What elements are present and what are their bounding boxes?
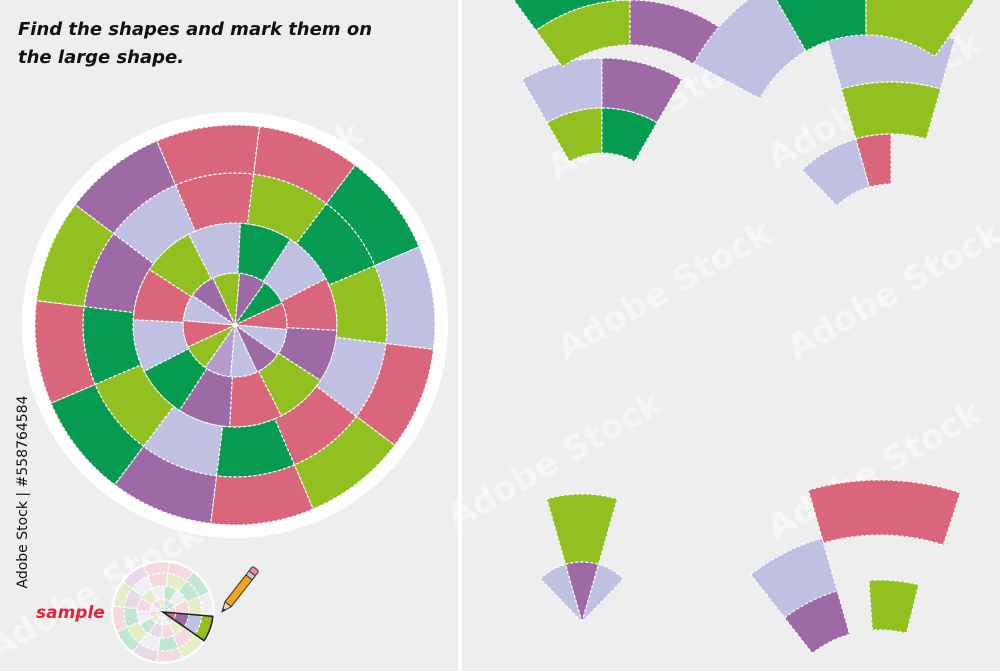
watermark-text: Adobe Stock (781, 212, 1000, 367)
piece-cell (539, 563, 583, 623)
wheel-segment (209, 464, 314, 526)
sample-outline (160, 610, 214, 642)
piece-cell (783, 590, 851, 655)
sample-segment (154, 609, 164, 626)
piece-cell (807, 479, 962, 546)
piece-1 (521, 57, 683, 163)
piece-cell (775, 0, 867, 52)
piece-cell (601, 107, 658, 163)
wheel-segment (35, 203, 115, 308)
wheel-segment (94, 364, 175, 448)
piece-cell (840, 81, 942, 140)
piece-cell (629, 0, 721, 66)
wheel-segment (374, 246, 436, 351)
wheel-segment (277, 327, 338, 382)
piece-3 (513, 0, 721, 68)
puzzle-pieces (513, 0, 976, 655)
piece-cell (865, 0, 976, 58)
piece-cell (693, 0, 807, 100)
sample-segment (162, 598, 172, 615)
instruction-title: Find the shapes and mark them on the lar… (18, 19, 373, 68)
wheel-segment (174, 172, 255, 232)
page-divider (458, 0, 462, 671)
piece-cell (854, 133, 892, 188)
large-shape (22, 112, 448, 538)
wheel-segment (82, 305, 142, 386)
wheel-segment (237, 222, 292, 283)
wheel-segment (252, 125, 357, 205)
wheel-segment (274, 385, 358, 466)
wheel-segment (257, 352, 322, 417)
piece-cell (581, 563, 625, 623)
wheel-segment (113, 445, 218, 525)
sample-segment (136, 597, 153, 612)
piece-5 (539, 493, 625, 625)
sample-segment (156, 598, 165, 615)
sample-wheel (111, 560, 215, 664)
wheel-segment (325, 164, 420, 267)
wheel-segment (143, 347, 208, 412)
wheel-segment (132, 268, 193, 323)
watermark-text: Adobe Stock (551, 212, 780, 367)
wheel-segment (178, 367, 233, 428)
wheel-segment (295, 202, 376, 286)
piece-4 (693, 0, 976, 100)
pencil-icon (221, 566, 259, 614)
wheel-segment (34, 299, 96, 404)
sample-segment (150, 585, 165, 602)
piece-cell (513, 0, 631, 32)
sample-segment (136, 610, 153, 625)
piece-cell (564, 561, 600, 625)
piece-cell (521, 57, 603, 124)
piece-cell (868, 579, 920, 634)
wheel-segment (50, 383, 145, 486)
wheel-segment (156, 124, 261, 186)
wheel-segment (293, 415, 396, 510)
sample-segment (142, 561, 170, 577)
wheel-segment (328, 264, 388, 345)
wheel-segment (74, 140, 177, 235)
sample-segment (161, 622, 176, 639)
wheel-segment (112, 184, 196, 265)
wheel-segment (215, 418, 296, 478)
wheel-segment (355, 342, 435, 447)
piece-cell (601, 57, 683, 124)
piece-cell (545, 493, 619, 566)
stock-id: Adobe Stock | #558764584 (15, 395, 31, 589)
piece-6 (749, 479, 962, 655)
sample-segment (161, 609, 170, 626)
wheel-segment (148, 233, 213, 298)
sample-label: sample (36, 603, 105, 623)
sample-segment (148, 622, 163, 639)
sample-segment (149, 603, 166, 613)
wheel-segment (262, 238, 327, 303)
